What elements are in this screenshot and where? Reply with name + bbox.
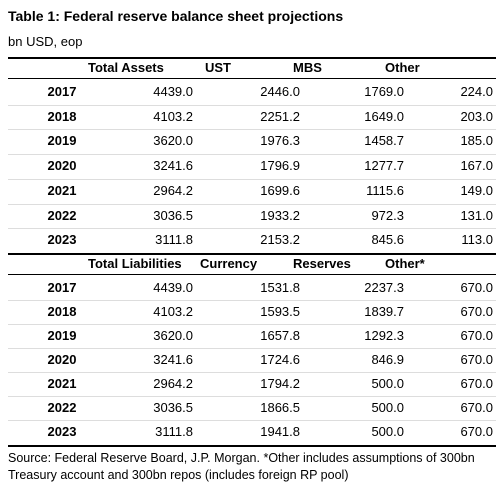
column-header: Other [385, 60, 420, 75]
rule [8, 324, 496, 325]
cell-value: 3111.8 [155, 232, 193, 248]
cell-value: 3111.8 [155, 424, 193, 439]
cell-value: 4439.0 [153, 280, 193, 295]
cell-value: 1277.7 [364, 158, 404, 174]
cell-value: 1839.7 [364, 304, 404, 319]
cell-value: 4103.2 [153, 108, 193, 124]
rule [8, 274, 496, 275]
row-year: 2022 [47, 400, 77, 415]
cell-value: 1769.0 [364, 84, 404, 99]
column-header: MBS [293, 60, 322, 75]
cell-value: 500.0 [371, 376, 404, 391]
cell-value: 2446.0 [260, 84, 300, 99]
rule [8, 372, 496, 373]
cell-value: 3620.0 [153, 133, 193, 149]
cell-value: 670.0 [460, 376, 493, 391]
cell-value: 1724.6 [260, 352, 300, 367]
cell-value: 670.0 [460, 400, 493, 415]
cell-value: 1941.8 [260, 424, 300, 439]
column-header: Total Liabilities [88, 256, 182, 271]
cell-value: 185.0 [460, 133, 493, 149]
cell-value: 131.0 [460, 207, 493, 223]
cell-value: 1292.3 [364, 328, 404, 343]
rule [8, 78, 496, 79]
rule [8, 445, 496, 447]
rule [8, 57, 496, 59]
cell-value: 500.0 [371, 400, 404, 415]
cell-value: 670.0 [460, 328, 493, 343]
cell-value: 500.0 [371, 424, 404, 439]
cell-value: 3241.6 [153, 158, 193, 174]
row-year: 2017 [47, 84, 77, 99]
cell-value: 1531.8 [260, 280, 300, 295]
row-year: 2021 [47, 182, 77, 198]
row-year: 2018 [47, 108, 77, 124]
column-header: Total Assets [88, 60, 164, 75]
row-year: 2018 [47, 304, 77, 319]
cell-value: 2964.2 [153, 376, 193, 391]
cell-value: 2964.2 [153, 182, 193, 198]
rule [8, 228, 496, 230]
cell-value: 670.0 [460, 424, 493, 439]
cell-value: 3036.5 [153, 207, 193, 223]
rule [8, 420, 496, 421]
row-year: 2020 [47, 352, 77, 367]
rule [8, 104, 496, 106]
cell-value: 1796.9 [260, 158, 300, 174]
source-note: Source: Federal Reserve Board, J.P. Morg… [8, 451, 475, 482]
rule [8, 300, 496, 301]
cell-value: 3241.6 [153, 352, 193, 367]
cell-value: 3036.5 [153, 400, 193, 415]
cell-value: 1115.6 [366, 182, 404, 198]
rule [8, 253, 496, 255]
cell-value: 670.0 [460, 304, 493, 319]
column-header: Currency [200, 256, 258, 271]
row-year: 2022 [47, 207, 77, 223]
rule [8, 178, 496, 180]
column-header: Reserves [293, 256, 351, 271]
subtitle: bn USD, eop [8, 34, 83, 49]
row-year: 2021 [47, 376, 77, 391]
cell-value: 2237.3 [364, 280, 404, 295]
cell-value: 1657.8 [260, 328, 300, 343]
rule [8, 348, 496, 349]
cell-value: 203.0 [460, 108, 493, 124]
title: Table 1: Federal reserve balance sheet p… [8, 8, 344, 24]
rule [8, 396, 496, 397]
cell-value: 149.0 [460, 182, 493, 198]
cell-value: 972.3 [371, 207, 404, 223]
cell-value: 3620.0 [153, 328, 193, 343]
row-year: 2019 [47, 133, 77, 149]
rule [8, 203, 496, 205]
cell-value: 167.0 [460, 158, 493, 174]
row-year: 2023 [47, 232, 77, 248]
cell-value: 224.0 [460, 84, 493, 99]
cell-value: 1933.2 [260, 207, 300, 223]
row-year: 2020 [47, 158, 77, 174]
cell-value: 1593.5 [260, 304, 300, 319]
column-header: UST [205, 60, 231, 75]
cell-value: 4103.2 [153, 304, 193, 319]
row-year: 2023 [47, 424, 77, 439]
cell-value: 1866.5 [260, 400, 300, 415]
row-year: 2017 [47, 280, 77, 295]
cell-value: 113.0 [461, 232, 493, 248]
cell-value: 4439.0 [153, 84, 193, 99]
cell-value: 670.0 [460, 280, 493, 295]
cell-value: 1649.0 [364, 108, 404, 124]
row-year: 2019 [47, 328, 77, 343]
cell-value: 2153.2 [260, 232, 300, 248]
cell-value: 1699.6 [260, 182, 300, 198]
rule [8, 129, 496, 131]
rule [8, 154, 496, 156]
cell-value: 1794.2 [260, 376, 300, 391]
cell-value: 1458.7 [364, 133, 404, 149]
cell-value: 846.9 [371, 352, 404, 367]
cell-value: 670.0 [460, 352, 493, 367]
column-header: Other* [385, 256, 425, 271]
cell-value: 2251.2 [260, 108, 300, 124]
cell-value: 845.6 [371, 232, 404, 248]
cell-value: 1976.3 [260, 133, 300, 149]
